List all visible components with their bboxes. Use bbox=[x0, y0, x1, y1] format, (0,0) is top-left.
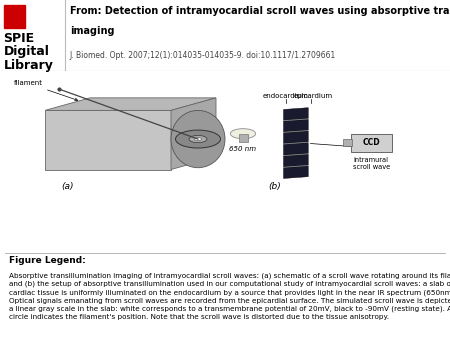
Polygon shape bbox=[284, 166, 308, 178]
Circle shape bbox=[189, 136, 207, 143]
Text: J. Biomed. Opt. 2007;12(1):014035-014035-9. doi:10.1117/1.2709661: J. Biomed. Opt. 2007;12(1):014035-014035… bbox=[70, 51, 336, 60]
Bar bbox=[351, 134, 392, 151]
Bar bbox=[4, 5, 25, 28]
Text: Digital: Digital bbox=[4, 45, 50, 58]
Circle shape bbox=[194, 138, 202, 141]
Text: epicardium: epicardium bbox=[293, 93, 332, 99]
Circle shape bbox=[176, 130, 220, 148]
Text: endocardium: endocardium bbox=[263, 93, 309, 99]
Text: filament: filament bbox=[14, 80, 78, 101]
Circle shape bbox=[230, 129, 256, 139]
Ellipse shape bbox=[171, 111, 225, 168]
Text: (b): (b) bbox=[268, 182, 281, 191]
Text: SPIE: SPIE bbox=[4, 32, 35, 45]
Text: Library: Library bbox=[4, 59, 54, 72]
Polygon shape bbox=[284, 131, 308, 144]
Text: (a): (a) bbox=[61, 182, 74, 191]
Text: imaging: imaging bbox=[70, 26, 114, 36]
Polygon shape bbox=[284, 119, 308, 132]
Text: CCD: CCD bbox=[362, 138, 380, 147]
Bar bbox=[343, 139, 352, 146]
Polygon shape bbox=[284, 108, 308, 120]
Polygon shape bbox=[284, 154, 308, 167]
Polygon shape bbox=[171, 98, 216, 169]
Text: Figure Legend:: Figure Legend: bbox=[9, 256, 86, 265]
Text: Absorptive transillumination imaging of intramyocardial scroll waves: (a) schema: Absorptive transillumination imaging of … bbox=[9, 272, 450, 320]
Text: intramural
scroll wave: intramural scroll wave bbox=[353, 157, 390, 170]
Text: 650 nm: 650 nm bbox=[230, 146, 256, 152]
Polygon shape bbox=[45, 111, 171, 169]
Bar bbox=[238, 134, 248, 142]
Polygon shape bbox=[284, 143, 308, 155]
Polygon shape bbox=[45, 98, 216, 111]
Text: From: Detection of intramyocardial scroll waves using absorptive transilluminati: From: Detection of intramyocardial scrol… bbox=[70, 6, 450, 16]
